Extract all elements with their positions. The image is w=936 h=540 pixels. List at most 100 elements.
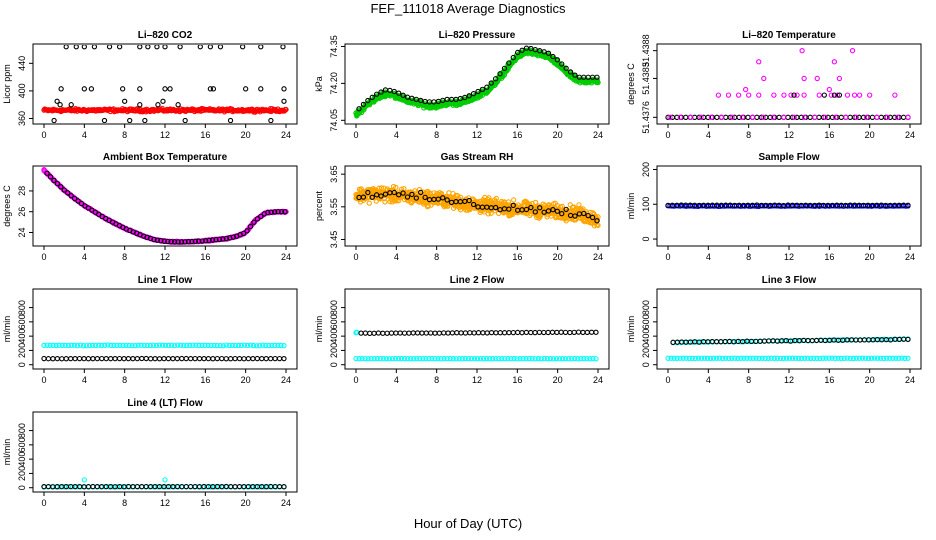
data-point-points xyxy=(51,177,57,184)
data-point-cyan xyxy=(96,342,102,348)
data-point-cyan xyxy=(508,355,514,362)
data-point-cyan xyxy=(441,356,447,362)
data-point-cyan xyxy=(205,342,211,349)
data-point-points xyxy=(541,49,547,55)
data-point-black xyxy=(112,355,118,362)
data-point-base xyxy=(822,114,828,120)
data-point-points xyxy=(836,92,843,98)
data-point-cyan xyxy=(753,355,759,361)
data-point-points xyxy=(216,236,223,242)
data-point-cyan xyxy=(707,355,714,362)
data-point-points xyxy=(856,92,863,98)
data-point-cyan xyxy=(505,355,511,362)
data-point-cyan xyxy=(538,356,544,362)
data-point-cyan xyxy=(159,342,166,348)
data-point-cyan xyxy=(253,343,260,349)
data-point-cyan xyxy=(732,355,738,361)
x-tick-label: 0 xyxy=(353,375,358,385)
y-tick-label: 26 xyxy=(17,207,27,217)
data-point-cyan xyxy=(229,342,235,349)
data-point-points xyxy=(217,45,224,50)
data-point-cyan xyxy=(456,356,462,362)
data-point-points xyxy=(223,235,230,242)
data-point-black xyxy=(571,329,577,336)
data-point-black xyxy=(143,355,149,362)
data-point-black xyxy=(371,330,377,336)
data-point-points xyxy=(68,193,74,199)
data-point-points xyxy=(175,102,181,108)
data-point-base xyxy=(878,114,884,120)
data-point-black xyxy=(41,355,47,362)
data-point-points xyxy=(715,92,722,98)
data-point-points xyxy=(781,92,787,98)
x-tick-label: 4 xyxy=(394,130,399,140)
data-point-cyan xyxy=(874,355,881,361)
data-point-points xyxy=(142,117,148,123)
data-point-points xyxy=(258,45,264,50)
data-point-points xyxy=(475,88,481,95)
data-point-points xyxy=(78,200,85,207)
data-point-cyan xyxy=(496,355,502,362)
plot-area xyxy=(353,45,601,119)
data-point-points xyxy=(506,206,512,212)
y-axis-label: ml/min xyxy=(2,439,12,466)
data-point-cyan xyxy=(756,355,762,362)
x-tick-label: 20 xyxy=(241,375,251,385)
data-point-points xyxy=(54,180,61,187)
data-point-cyan xyxy=(665,355,671,361)
panel-line4: Line 4 (LT) Flow ml/min 0 4 8 12 16 20 24 0 200400… xyxy=(2,398,298,508)
x-tick-label: 12 xyxy=(784,252,794,262)
data-point-cyan xyxy=(153,342,160,349)
data-point-cyan xyxy=(184,342,190,349)
data-point-black xyxy=(174,356,180,362)
data-point-points xyxy=(788,92,794,98)
data-point-points xyxy=(239,45,246,50)
data-point-black xyxy=(272,355,278,362)
data-point-cyan xyxy=(741,355,747,361)
data-point-cyan xyxy=(129,342,135,349)
data-point-base xyxy=(816,114,822,120)
data-point-black xyxy=(281,355,287,362)
data-point-black xyxy=(259,355,265,362)
data-point-points xyxy=(160,98,166,104)
data-point-points xyxy=(65,190,71,196)
data-point-points xyxy=(396,90,402,96)
plot-frame xyxy=(344,43,610,125)
data-point-black xyxy=(139,355,145,362)
data-point-points xyxy=(828,92,834,98)
data-point-points xyxy=(585,212,591,219)
data-point-points xyxy=(51,117,57,123)
data-point-band xyxy=(283,106,289,113)
data-point-points xyxy=(382,191,389,197)
data-point-points xyxy=(466,93,472,99)
data-point-cyan xyxy=(168,342,175,348)
data-point-cyan xyxy=(517,356,523,362)
data-point-cyan xyxy=(569,356,575,362)
data-point-cyan xyxy=(359,355,365,362)
plot-area xyxy=(665,48,911,120)
data-point-band xyxy=(488,210,494,216)
data-point-black xyxy=(380,330,386,336)
data-point-black xyxy=(510,329,516,336)
x-tick-label: 12 xyxy=(784,375,794,385)
x-tick-label: 12 xyxy=(784,130,794,140)
data-point-cyan xyxy=(771,355,777,361)
data-point-cyan xyxy=(587,356,593,362)
data-point-cyan xyxy=(135,342,141,348)
data-point-black xyxy=(419,330,425,336)
data-point-base xyxy=(683,114,689,120)
data-point-band xyxy=(595,79,601,85)
x-tick-label: 16 xyxy=(200,252,210,262)
data-point-points xyxy=(254,216,261,222)
data-point-points xyxy=(207,86,214,92)
data-point-cyan xyxy=(223,342,229,348)
data-point-cyan xyxy=(726,355,732,362)
data-point-cyan xyxy=(547,356,554,362)
data-point-black xyxy=(68,355,74,362)
data-point-cyan xyxy=(65,342,71,349)
data-point-black xyxy=(196,355,203,362)
data-point-cyan xyxy=(235,342,242,349)
data-point-black xyxy=(519,330,525,336)
data-point-cyan xyxy=(362,355,368,362)
data-point-black xyxy=(488,329,495,336)
